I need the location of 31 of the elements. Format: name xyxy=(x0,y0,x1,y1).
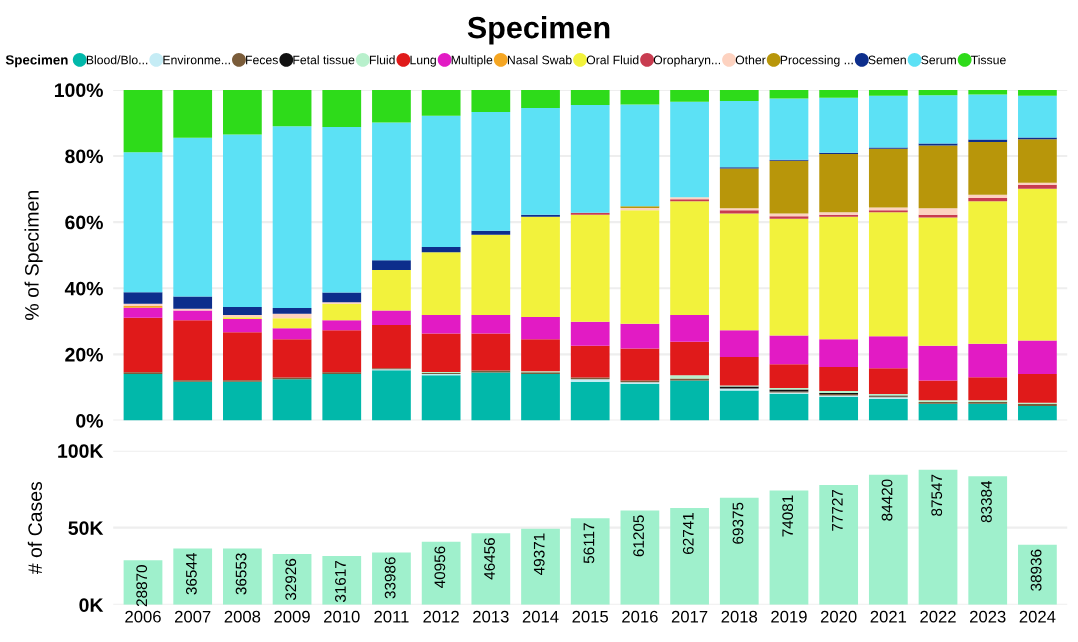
y-tick-label: 40% xyxy=(64,281,103,296)
y-tick-label: 20% xyxy=(65,347,103,362)
x-tick-label: 2008 xyxy=(224,610,261,623)
y-tick-label: 60% xyxy=(65,215,103,230)
x-tick-label: 2020 xyxy=(820,610,857,623)
y-tick-label: 0K xyxy=(79,598,104,612)
x-tick-label: 2024 xyxy=(1019,610,1056,623)
x-tick-label: 2010 xyxy=(324,610,360,623)
x-tick-label: 2021 xyxy=(870,610,907,623)
y-axis-title: % of Specimen xyxy=(24,191,43,320)
x-tick-label: 2013 xyxy=(473,610,509,623)
y-tick-label: 50K xyxy=(68,521,104,535)
x-tick-label: 2009 xyxy=(274,610,310,623)
x-tick-label: 2011 xyxy=(374,610,409,623)
chart-title: Specimen xyxy=(467,16,610,45)
x-tick-label: 2023 xyxy=(970,610,1006,623)
x-tick-label: 2019 xyxy=(771,610,807,623)
x-tick-label: 2018 xyxy=(721,610,758,623)
x-tick-label: 2017 xyxy=(671,610,708,623)
x-tick-label: 2007 xyxy=(174,610,211,623)
x-tick-label: 2012 xyxy=(423,610,459,623)
x-tick-label: 2022 xyxy=(920,610,956,623)
x-tick-label: 2006 xyxy=(125,610,161,623)
y-axis-title: # of Cases xyxy=(27,481,43,575)
y-tick-label: 100K xyxy=(58,444,104,458)
y-tick-label: 80% xyxy=(65,149,103,164)
x-tick-label: 2014 xyxy=(522,610,559,623)
y-tick-label: 100% xyxy=(54,83,103,98)
y-tick-label: 0% xyxy=(76,413,103,428)
x-tick-label: 2016 xyxy=(622,610,658,623)
x-tick-label: 2015 xyxy=(572,610,609,623)
